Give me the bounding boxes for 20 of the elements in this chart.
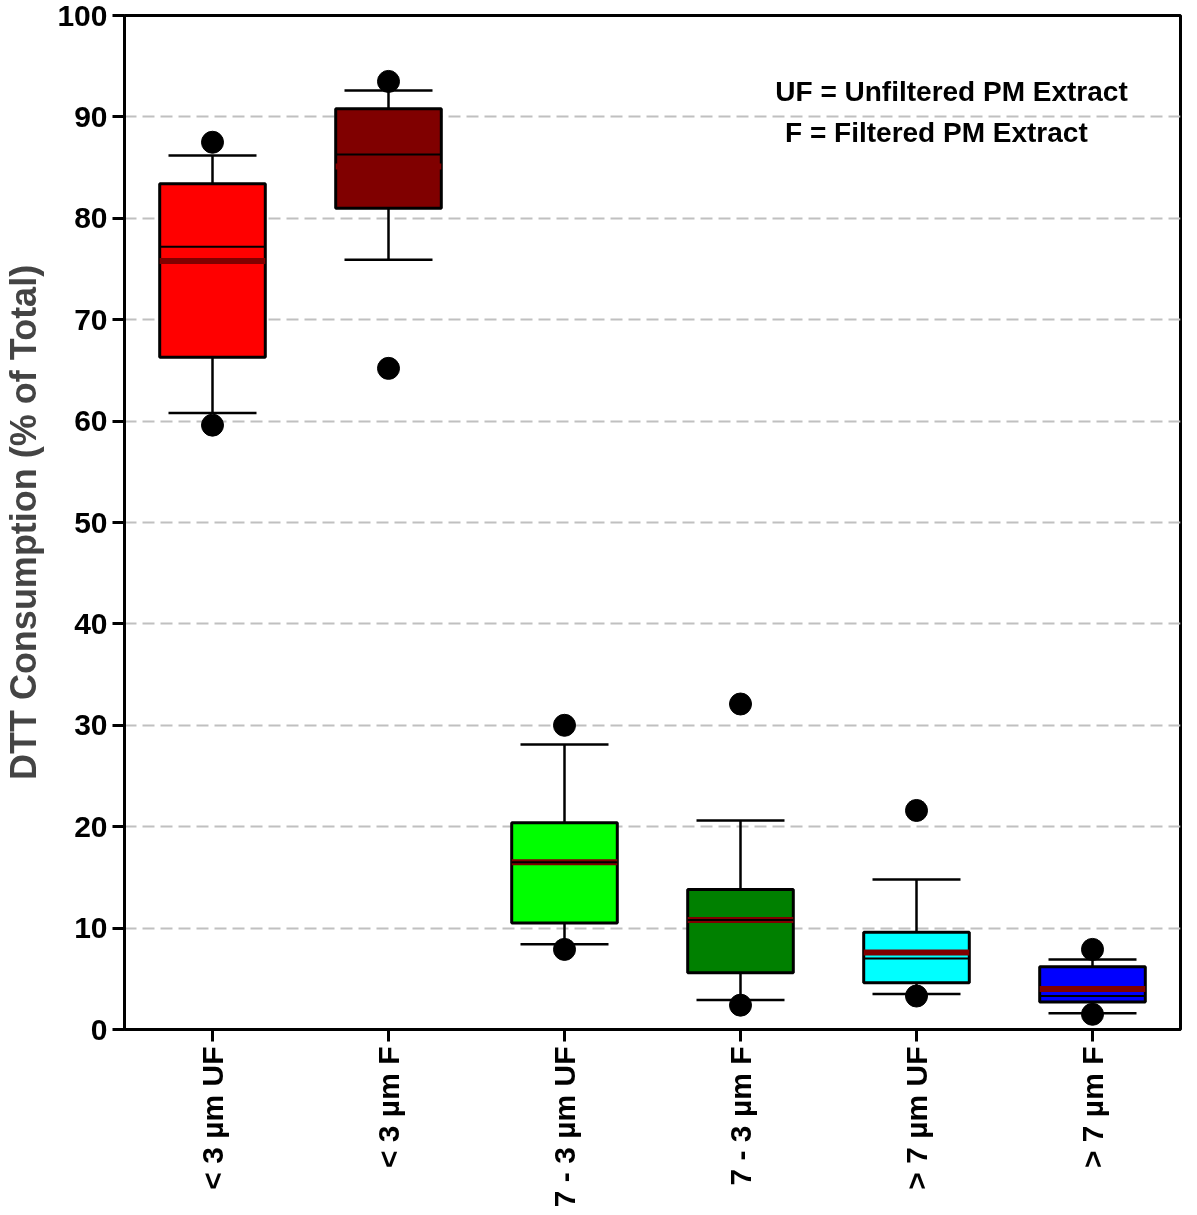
y-tick-label: 80 <box>74 201 108 235</box>
y-tick-label: 0 <box>90 1012 108 1046</box>
y-tick-label: 100 <box>57 0 108 32</box>
y-tick-label: 90 <box>74 99 108 133</box>
x-tick-label: > 7 µm F <box>1076 1046 1109 1168</box>
annotation: F = Filtered PM Extract <box>785 117 1088 149</box>
x-tick-label: < 3 µm UF <box>196 1046 229 1190</box>
y-tick-label: 20 <box>74 809 108 843</box>
y-tick-label: 10 <box>74 911 108 945</box>
x-tick-label: 7 - 3 µm UF <box>548 1046 581 1208</box>
y-axis-title: DTT Consumption (% of Total) <box>3 264 45 781</box>
y-tick-label: 30 <box>74 708 108 742</box>
x-tick-label: > 7 µm UF <box>900 1046 933 1190</box>
x-tick-label: 7 - 3 µm F <box>724 1046 757 1186</box>
y-tick-label: 50 <box>74 505 108 539</box>
x-tick-label: < 3 µm F <box>372 1046 405 1168</box>
y-tick-label: 40 <box>74 606 108 640</box>
y-tick-label: 70 <box>74 302 108 336</box>
annotation: UF = Unfiltered PM Extract <box>775 75 1128 107</box>
y-tick-label: 60 <box>74 404 108 438</box>
